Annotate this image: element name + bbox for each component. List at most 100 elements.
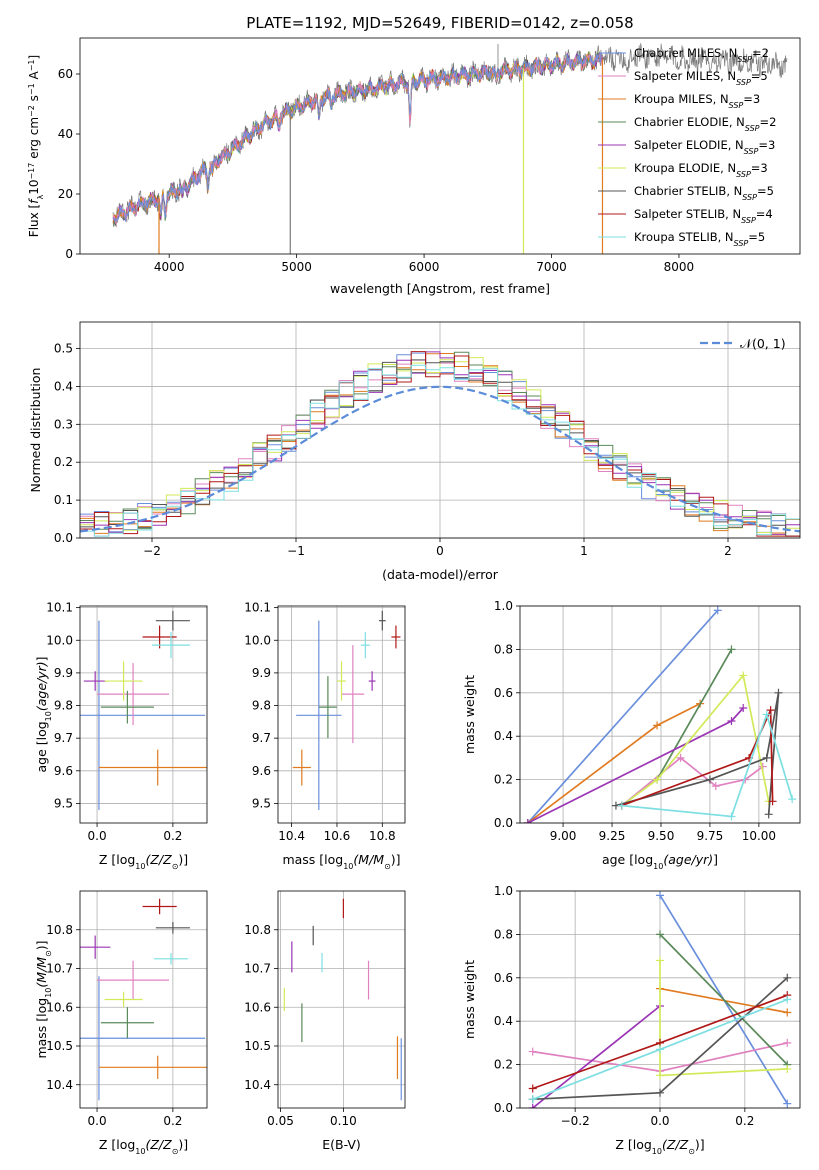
histogram-kroupa_elodie xyxy=(80,357,800,537)
weight-marker-chabrier_stelib xyxy=(705,775,714,784)
plot-area xyxy=(80,891,207,1108)
y-tick-label: 9.9 xyxy=(252,666,271,680)
y-axis-label: Normed distribution xyxy=(28,368,43,493)
x-tick-label: 0.2 xyxy=(735,1114,754,1128)
x-tick-label: 9.00 xyxy=(550,829,577,843)
axes-frame xyxy=(79,890,208,1109)
y-tick-label: 10.6 xyxy=(244,1000,271,1014)
y-tick-label: 0.6 xyxy=(494,971,513,985)
errorbars xyxy=(80,610,207,810)
legend-label-gaussian: 𝒩(0, 1) xyxy=(740,336,786,351)
y-tick-label: 1.0 xyxy=(494,884,513,898)
legend-label-salpeter_elodie: Salpeter ELODIE, NSSP=3 xyxy=(634,138,775,156)
gaussian-curve xyxy=(80,385,800,533)
model-spectrum-chabrier_miles xyxy=(112,52,603,222)
weight-marker-salpeter_miles xyxy=(783,1038,792,1047)
weight-marker-chabrier_stelib xyxy=(762,753,771,762)
weight-marker-salpeter_elodie xyxy=(523,819,532,823)
weight-marker-salpeter_stelib xyxy=(528,1084,537,1093)
histogram-salpeter_elodie xyxy=(80,351,800,535)
y-tick-label: 0.4 xyxy=(54,379,73,393)
figure-title: PLATE=1192, MJD=52649, FIBERID=0142, z=0… xyxy=(246,14,633,32)
x-tick-label: 0.0 xyxy=(650,1114,669,1128)
y-tick-label: 0.1 xyxy=(54,493,73,507)
y-tick-label: 0.2 xyxy=(54,455,73,469)
weight-marker-kroupa_elodie xyxy=(653,775,662,784)
x-axis-label: E(B-V) xyxy=(322,1137,361,1152)
legend: Chabrier MILES, NSSP=2 Salpeter MILES, NS… xyxy=(598,46,776,248)
y-tick-label: 10.7 xyxy=(46,962,73,976)
y-tick-label: 0.8 xyxy=(494,927,513,941)
y-tick-label: 9.5 xyxy=(54,796,73,810)
x-tick-label: 8000 xyxy=(664,260,695,274)
y-tick-label: 9.6 xyxy=(54,764,73,778)
plot-area xyxy=(80,606,207,823)
y-tick-label: 9.7 xyxy=(54,731,73,745)
x-tick-label: 0.0 xyxy=(88,1114,107,1128)
weight-marker-chabrier_stelib xyxy=(656,1088,664,1097)
weight-marker-chabrier_elodie xyxy=(727,645,736,654)
errorbars xyxy=(292,610,401,810)
plot-area xyxy=(278,606,405,823)
y-axis-label: mass weight xyxy=(462,960,477,1039)
y-tick-label: 10.7 xyxy=(244,962,271,976)
weight-line-chabrier_elodie xyxy=(659,933,788,1066)
weight-marker-chabrier_elodie xyxy=(656,930,664,939)
weight-marker-kroupa_stelib xyxy=(528,1095,537,1104)
weight-line-chabrier_elodie xyxy=(656,648,733,781)
weight-lines xyxy=(523,606,797,823)
mass-vs-metallicity-panel: 0.0 0.2 10.4 10.5 10.6 10.7 10.8 Z [log10(Z/Z⊙)… xyxy=(34,890,208,1156)
axes-frame xyxy=(277,890,406,1109)
y-tick-label: 0.4 xyxy=(494,1014,513,1028)
weight-line-kroupa_elodie xyxy=(621,673,770,807)
weight-marker-salpeter_miles xyxy=(676,753,685,762)
axes-frame xyxy=(519,890,801,1109)
y-tick-label: 9.8 xyxy=(54,699,73,713)
x-tick-label: −2 xyxy=(143,544,161,558)
legend-label-chabrier_elodie: Chabrier ELODIE, NSSP=2 xyxy=(634,115,776,133)
y-tick-label: 20 xyxy=(58,187,73,201)
x-tick-label: 0.2 xyxy=(163,1114,182,1128)
y-axis-label: mass [log10(M/M⊙)] xyxy=(34,940,53,1058)
weight-marker-chabrier_stelib xyxy=(774,688,783,697)
weight-marker-kroupa_stelib xyxy=(762,710,771,719)
legend-label-kroupa_miles: Kroupa MILES, NSSP=3 xyxy=(634,92,760,110)
weight-marker-kroupa_elodie xyxy=(656,956,664,965)
x-axis-label: age [log10(age/yr)] xyxy=(602,852,718,871)
histogram-chabrier_stelib xyxy=(80,359,800,537)
y-tick-label: 0.4 xyxy=(494,729,513,743)
x-tick-label: 9.50 xyxy=(648,829,675,843)
x-tick-label: 0.2 xyxy=(163,829,182,843)
y-tick-label: 0.6 xyxy=(494,686,513,700)
mass-vs-ebv-panel: 0.05 0.10 10.4 10.5 10.6 10.7 10.8 E(B-V) xyxy=(244,890,406,1152)
y-tick-label: 0.5 xyxy=(54,342,73,356)
y-tick-label: 10.8 xyxy=(244,923,271,937)
weight-marker-kroupa_elodie xyxy=(656,1071,664,1080)
x-axis-label: (data-model)/error xyxy=(382,567,499,582)
x-tick-label: −1 xyxy=(287,544,305,558)
y-tick-label: 9.6 xyxy=(252,764,271,778)
x-tick-label: 0.10 xyxy=(330,1114,357,1128)
mass-weight-vs-age-panel: 9.00 9.25 9.50 9.75 10.00 0.0 0.2 0.4 0.6 0.8 1.0 a… xyxy=(462,599,801,871)
x-tick-label: 10.8 xyxy=(369,829,396,843)
y-axis-label: age [log10(age/yr)] xyxy=(34,656,53,772)
weight-marker-kroupa_elodie xyxy=(739,671,748,680)
y-tick-label: 10.1 xyxy=(46,601,73,615)
y-tick-label: 10.1 xyxy=(244,601,271,615)
weight-marker-salpeter_elodie xyxy=(739,703,748,712)
weight-marker-kroupa_stelib xyxy=(656,1045,664,1054)
y-axis-label: mass weight xyxy=(462,675,477,754)
y-tick-label: 0.0 xyxy=(494,816,513,830)
mass-weight-vs-metallicity-panel: −0.2 0.0 0.2 0.0 0.2 0.4 0.6 0.8 1.0 Z [log10(Z/Z… xyxy=(462,884,801,1156)
errorbars xyxy=(283,898,402,1101)
x-tick-label: 2 xyxy=(724,544,732,558)
spectrum-panel: 4000 5000 6000 7000 8000 0 20 40 60 wavelength [A… xyxy=(27,37,801,296)
x-axis-label: mass [log10(M/M⊙)] xyxy=(282,852,400,871)
legend-label-salpeter_stelib: Salpeter STELIB, NSSP=4 xyxy=(634,207,773,225)
x-tick-label: −0.2 xyxy=(561,1114,590,1128)
y-tick-label: 40 xyxy=(58,127,73,141)
weight-marker-kroupa_miles xyxy=(653,721,662,730)
y-tick-label: 60 xyxy=(58,67,73,81)
y-tick-label: 10.4 xyxy=(244,1078,271,1092)
weight-marker-kroupa_stelib xyxy=(727,812,736,821)
